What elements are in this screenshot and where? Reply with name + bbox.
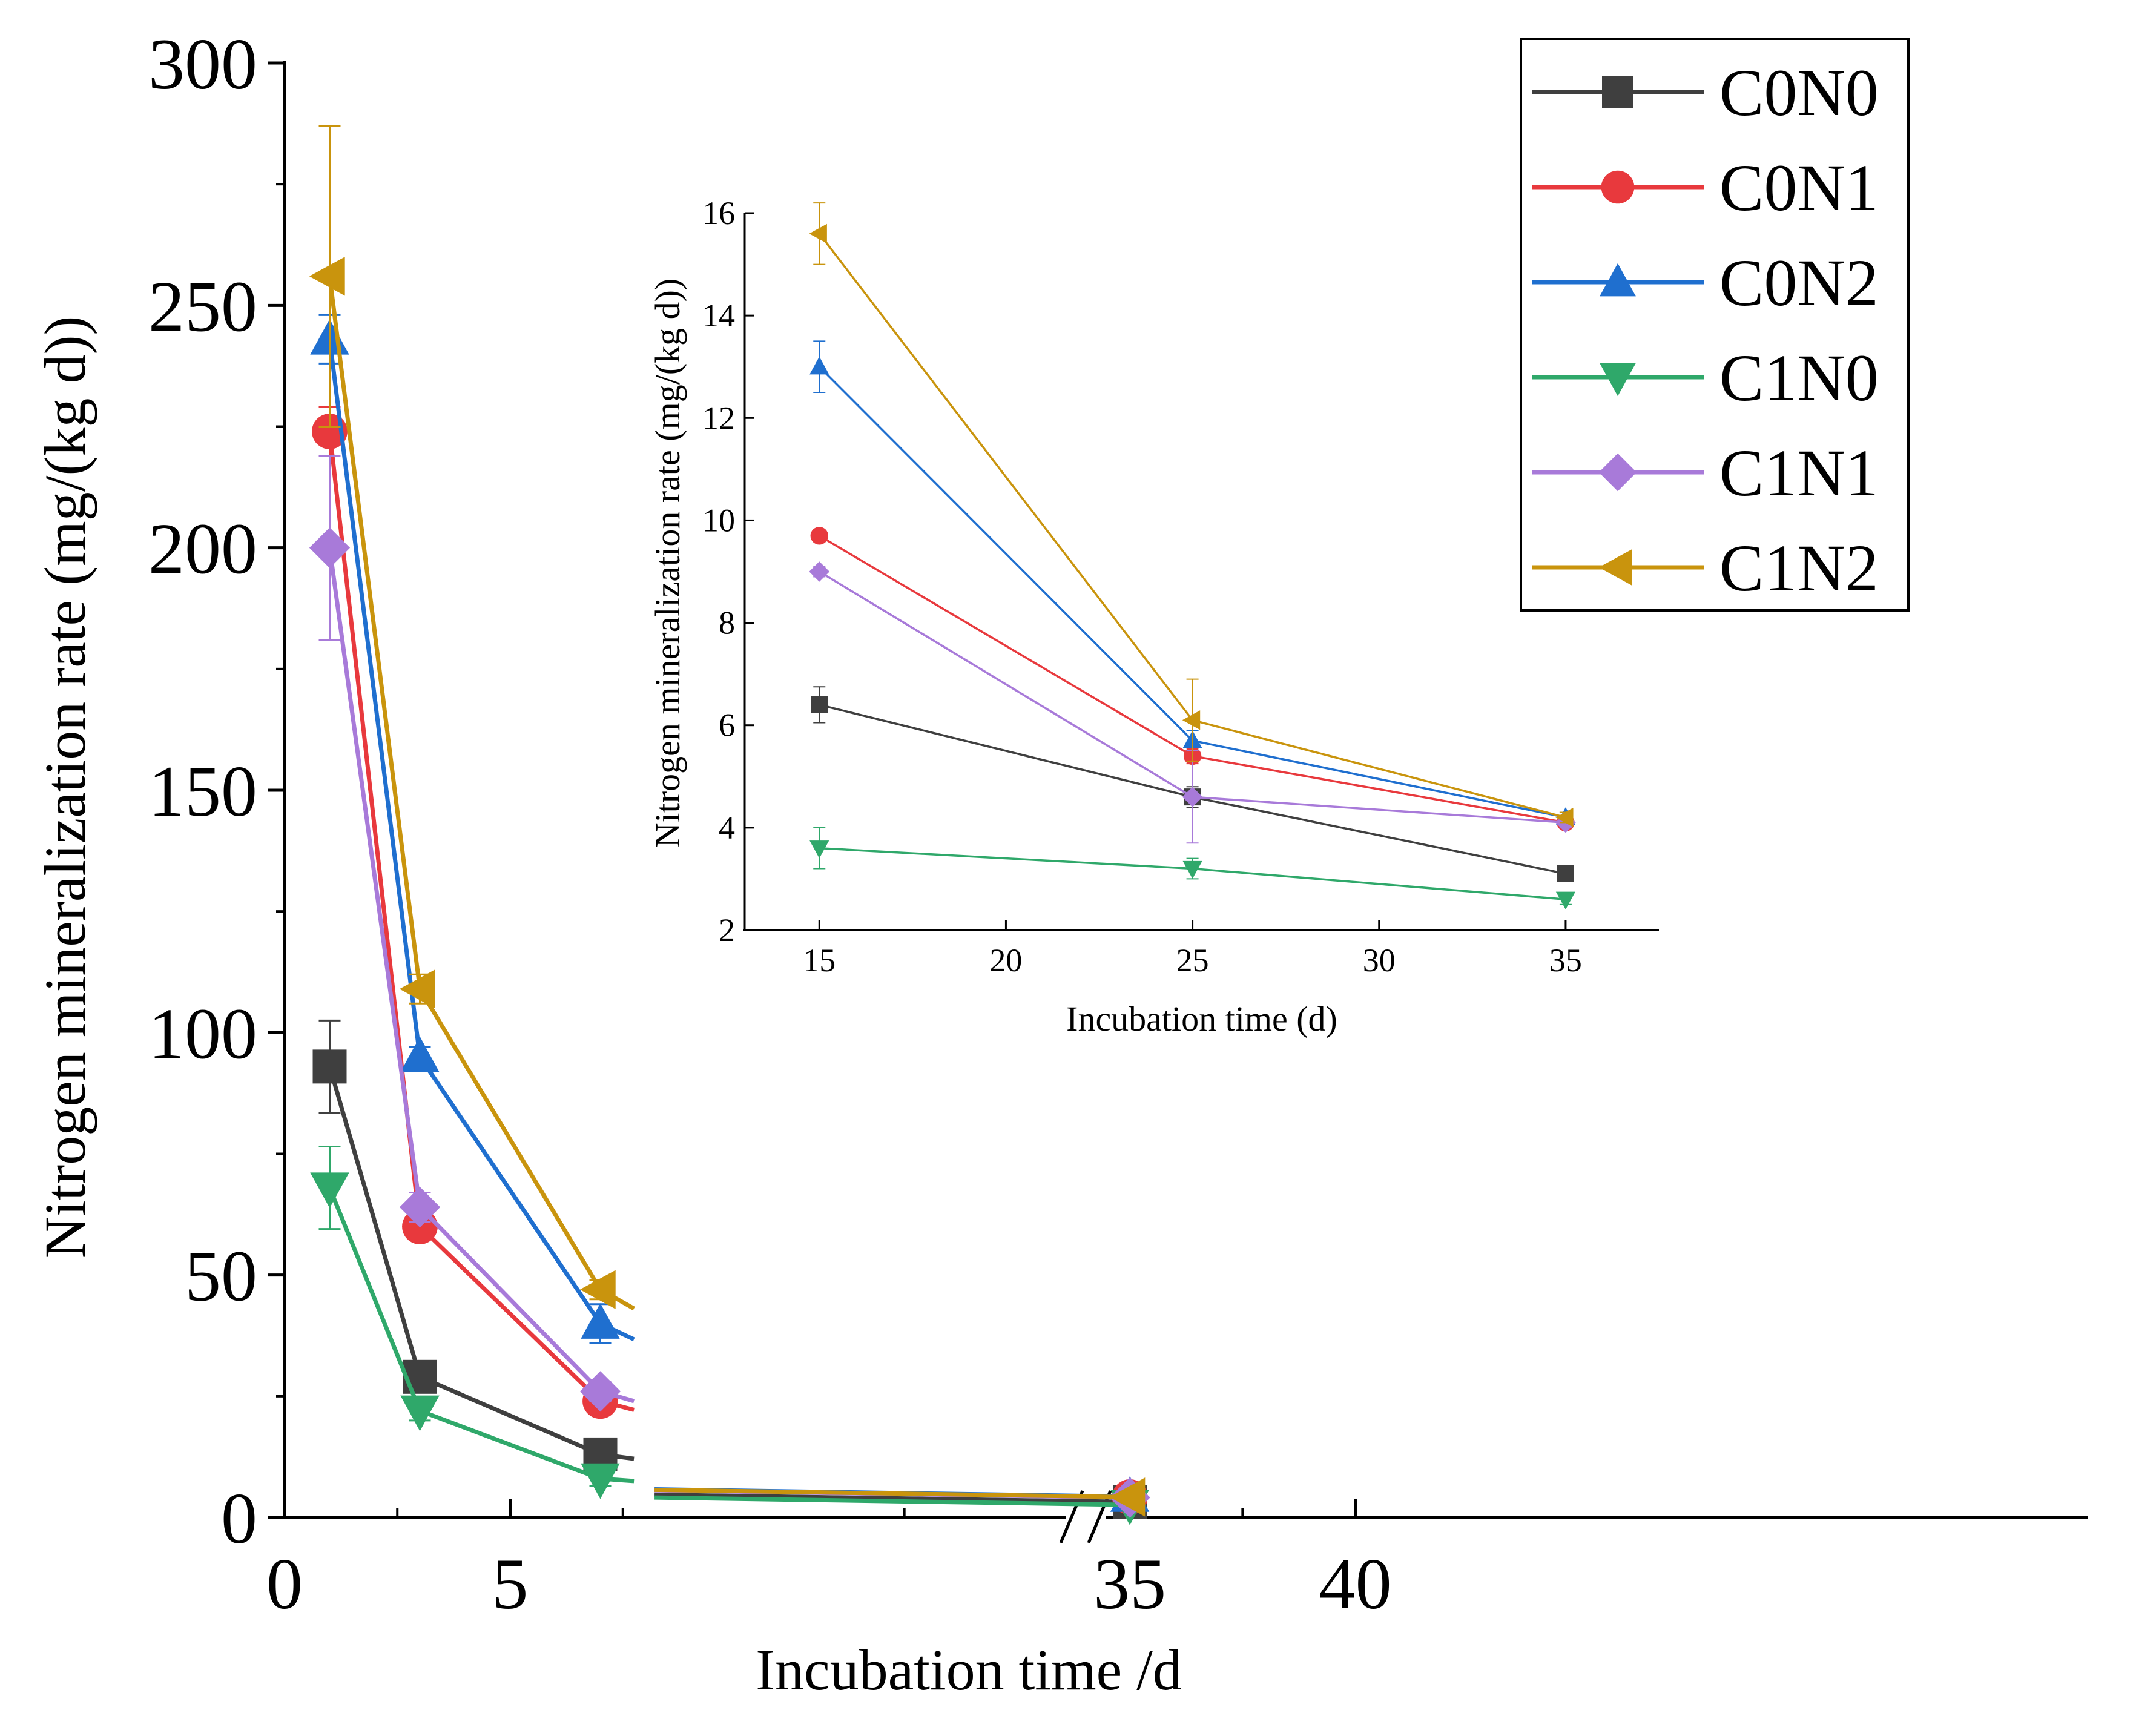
legend-item-c1n2: C1N2 [1532,531,1879,605]
main-data-point [309,257,345,296]
inset-x-tick-label: 25 [1176,942,1209,979]
main-data-point [312,1049,347,1084]
legend-label: C1N1 [1719,436,1879,510]
inset-x-tick-label: 30 [1363,942,1396,979]
inset-series-c1n0 [809,827,1576,910]
main-y-tick-label: 200 [148,509,257,589]
main-data-point [309,527,351,569]
legend-marker [1598,453,1637,492]
inset-data-point [1182,787,1203,807]
legend-marker [1598,549,1632,586]
main-x-tick-label: 35 [1093,1543,1166,1624]
legend-label: C0N1 [1719,151,1879,225]
inset-y-ticks: 2 4 6 8 10 12 14 16 [702,195,754,948]
inset-data-point [809,561,830,582]
legend-item-c0n0: C0N0 [1532,56,1879,130]
inset-chart: 2 4 6 8 10 12 14 16 15 20 25 30 35 Incubation time … [648,195,1659,1038]
main-data-point [399,1186,441,1228]
main-data-point [310,1172,349,1209]
legend-marker [1602,76,1633,108]
main-y-tick-label: 300 [148,24,257,104]
main-x-tick-label: 5 [492,1543,529,1624]
main-y-tick-label: 150 [148,751,257,831]
main-series-line [328,338,635,1342]
main-y-tick-label: 250 [148,266,257,346]
main-series-c1n1 [309,455,1150,1518]
inset-data-point [1557,865,1574,882]
inset-axes: 2 4 6 8 10 12 14 16 15 20 25 30 35 [702,195,1659,979]
legend-marker [1600,263,1636,297]
main-data-point [1109,1477,1146,1517]
legend-item-c0n1: C0N1 [1532,151,1879,225]
main-y-tick-label: 0 [221,1478,257,1559]
legend-label: C1N0 [1719,341,1879,415]
inset-data-point [1182,710,1201,730]
legend: C0N0 C0N1 C0N2 C1N0 C1N1 C1N2 [1520,38,1910,612]
inset-data-point [809,840,829,859]
inset-y-axis-title: Nitrogen mineralization rate (mg/(kg d)) [648,279,687,848]
main-data-point [581,1303,620,1339]
inset-y-tick-label: 12 [702,400,735,436]
inset-x-axis-title: Incubation time (d) [1066,999,1337,1038]
legend-marker [1600,363,1636,397]
inset-data-point [811,696,828,713]
inset-series-c1n2 [809,202,1574,828]
inset-y-tick-label: 8 [719,605,735,641]
inset-data-point [1182,860,1202,879]
inset-data-point [1555,807,1574,828]
inset-y-tick-label: 10 [702,502,735,538]
inset-y-tick-label: 4 [719,810,735,846]
main-series-line-after-break [654,1495,1130,1507]
legend-label: C0N0 [1719,56,1879,130]
main-y-tick-label: 50 [185,1236,257,1316]
main-series-line [328,276,635,1311]
main-x-tick-label: 40 [1319,1543,1392,1624]
inset-data-point [1555,891,1576,910]
legend-marker [1601,170,1635,204]
legend-item-c1n0: C1N0 [1532,341,1879,415]
legend-box [1520,38,1910,612]
inset-y-tick-label: 6 [719,707,735,744]
inset-x-tick-label: 15 [803,942,836,979]
legend-item-c1n1: C1N1 [1532,436,1879,510]
inset-data-point [809,223,827,243]
inset-x-tick-label: 35 [1549,942,1582,979]
main-data-point [579,1371,621,1412]
main-data-point [400,1395,440,1431]
inset-data-point [810,527,828,545]
main-series-line-after-break [654,1487,1130,1499]
main-x-ticks: 0 5 35 40 [266,1499,1392,1624]
main-series-layer [309,125,1150,1525]
main-x-axis-title: Incubation time /d [756,1637,1182,1702]
inset-x-ticks: 15 20 25 30 35 [803,920,1582,979]
inset-y-tick-label: 2 [719,912,735,948]
legend-item-c0n2: C0N2 [1532,246,1879,320]
main-x-tick-label: 0 [266,1543,303,1624]
main-data-point [581,1463,620,1499]
inset-y-tick-label: 14 [702,297,735,334]
main-series-line-after-break [654,1492,1130,1504]
inset-series-layer [809,202,1576,910]
main-y-tick-label: 100 [148,993,257,1074]
main-series-line [328,547,635,1404]
main-series-c1n2 [309,125,1146,1517]
inset-x-tick-label: 20 [989,942,1022,979]
inset-data-point [809,356,829,375]
main-y-ticks: 0 50 100 150 200 250 300 [148,24,285,1559]
main-axes: 0 50 100 150 200 250 300 0 5 35 40 [148,24,2088,1624]
main-data-point [579,1270,616,1309]
inset-y-tick-label: 16 [702,195,735,231]
legend-label: C0N2 [1719,246,1879,320]
main-data-point [399,969,435,1009]
main-series-line [328,1187,635,1484]
legend-items: C0N0 C0N1 C0N2 C1N0 C1N1 C1N2 [1532,56,1879,605]
main-data-point [400,1036,440,1072]
legend-label: C1N2 [1719,531,1879,605]
main-y-axis-title: Nitrogen mineralization rate (mg/(kg d)) [33,316,97,1259]
